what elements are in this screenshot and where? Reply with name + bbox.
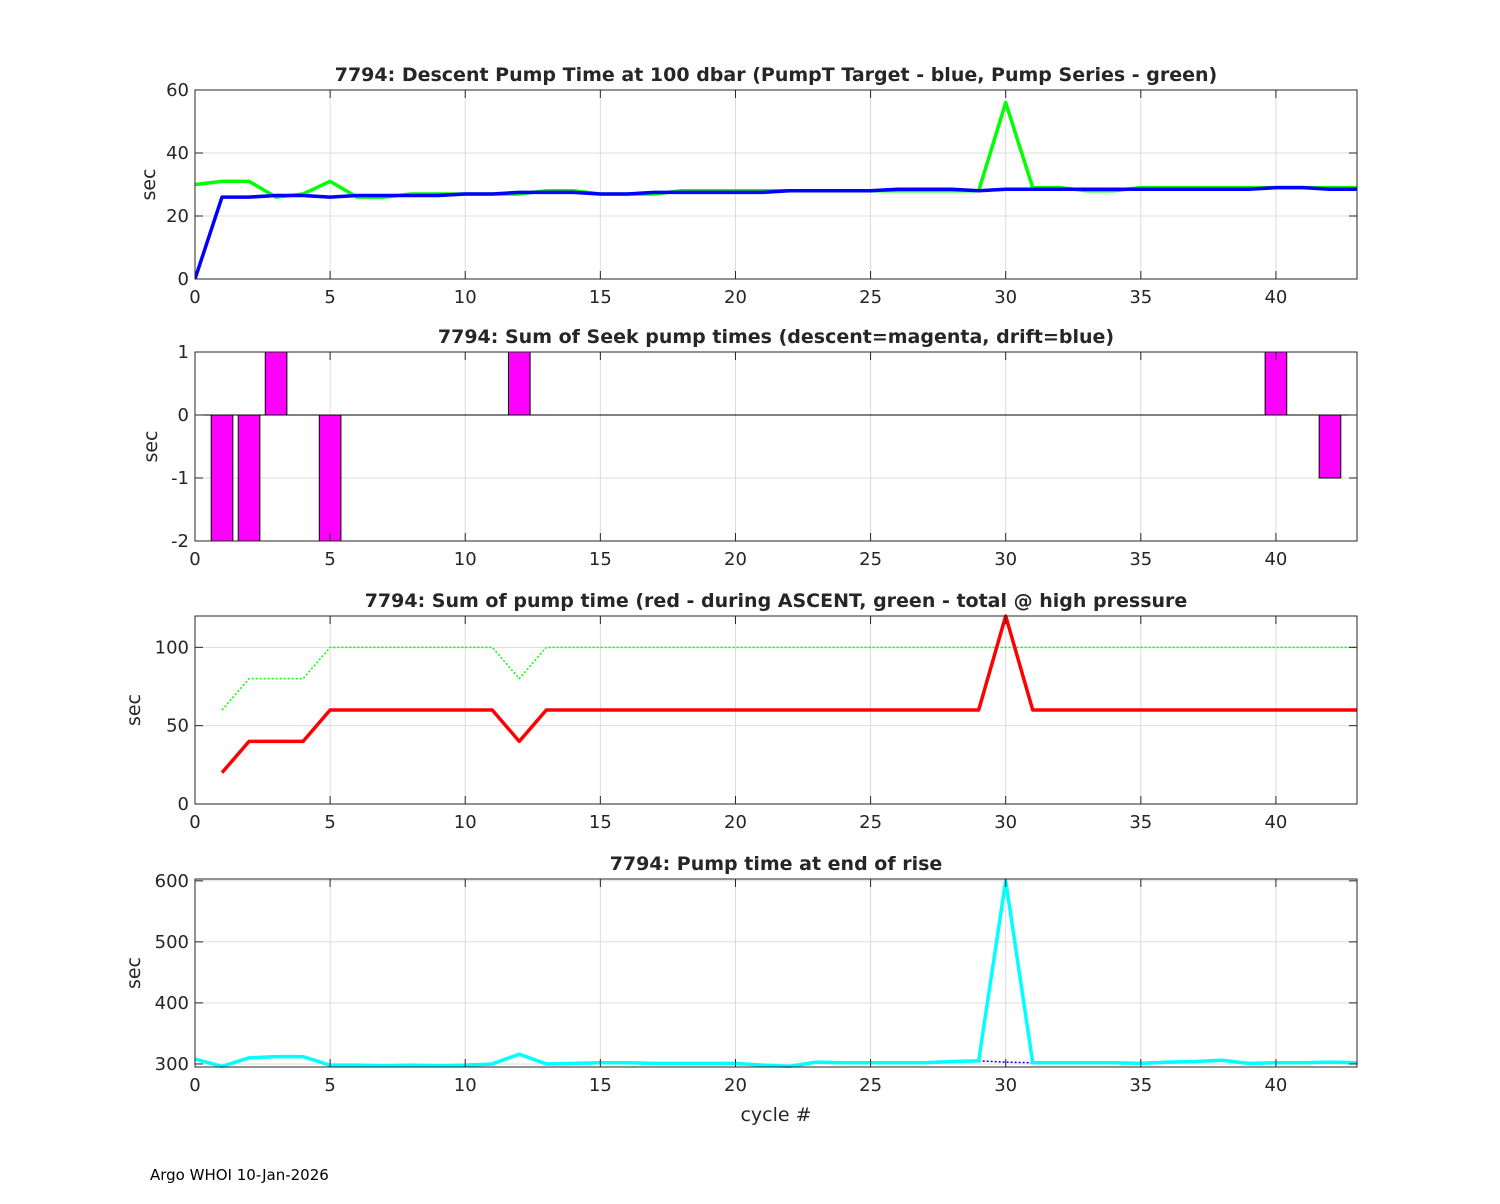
series-line-2: [220, 614, 1357, 774]
x-tick-label: 40: [1264, 287, 1287, 308]
series-line-2: [195, 879, 1357, 1069]
x-tick-label: 25: [859, 549, 882, 570]
subplot-2: 0 5 10 15 20 25 30 35 40 -2 -1 0 1 7794: Sum of Seek …: [140, 326, 1358, 570]
x-tick-label: 20: [724, 1075, 747, 1096]
y-tick-label: 60: [166, 80, 189, 101]
x-tick-label: 10: [454, 287, 477, 308]
x-tick-label: 30: [994, 287, 1017, 308]
y-tick-label: 500: [155, 932, 189, 953]
x-tick-label: 15: [589, 812, 612, 833]
axes-box: [194, 878, 1358, 1068]
x-tick-label: 20: [724, 812, 747, 833]
y-axis-label: sec: [123, 957, 145, 989]
bar: [507, 351, 531, 416]
y-tick-label: 100: [155, 637, 189, 658]
series-line-1: [978, 1060, 1033, 1064]
axes-box: [194, 615, 1358, 805]
plot-area: [195, 90, 1357, 279]
x-tick-label: 0: [189, 1075, 200, 1096]
x-tick-label: 0: [189, 812, 200, 833]
bar: [264, 351, 288, 416]
x-tick-label: 15: [589, 1075, 612, 1096]
y-tick-label: 0: [178, 794, 189, 815]
bar: [1318, 414, 1342, 479]
x-tick-label: 5: [324, 549, 335, 570]
y-tick-label: 50: [166, 716, 189, 737]
x-tick-label: 5: [324, 812, 335, 833]
y-tick-label: 0: [178, 269, 189, 290]
y-tick-label: 300: [155, 1054, 189, 1075]
x-tick-label: 35: [1129, 812, 1152, 833]
subplot-4: 0 5 10 15 20 25 30 35 40 300 400 500 600 7794: Pump t…: [123, 853, 1358, 1126]
bar: [318, 414, 342, 542]
y-tick-label: 0: [178, 405, 189, 426]
series-group: [195, 879, 1357, 1069]
series-group: [195, 351, 1357, 542]
x-tick-label: 35: [1129, 549, 1152, 570]
subplot-title: 7794: Sum of Seek pump times (descent=ma…: [438, 326, 1114, 348]
x-tick-label: 20: [724, 549, 747, 570]
bar: [237, 414, 261, 542]
x-tick-label: 0: [189, 287, 200, 308]
axes-box: [194, 89, 1358, 280]
y-tick-label: 40: [166, 143, 189, 164]
y-tick-label: 600: [155, 871, 189, 892]
x-tick-label: 5: [324, 287, 335, 308]
y-tick-label: -2: [171, 531, 189, 552]
x-tick-label: 10: [454, 812, 477, 833]
y-tick-label: 1: [178, 342, 189, 363]
series-line-1: [221, 646, 1357, 711]
plot-area: [195, 879, 1357, 1067]
subplot-1: 0 5 10 15 20 25 30 35 40 0 20 40 60 7794: Descent Pum…: [138, 64, 1358, 308]
x-tick-label: 25: [859, 1075, 882, 1096]
x-tick-label: 40: [1264, 1075, 1287, 1096]
y-tick-label: 400: [155, 993, 189, 1014]
x-tick-label: 30: [994, 1075, 1017, 1096]
x-tick-label: 20: [724, 287, 747, 308]
subplot-title: 7794: Pump time at end of rise: [610, 853, 943, 875]
x-tick-label: 35: [1129, 287, 1152, 308]
x-tick-label: 35: [1129, 1075, 1152, 1096]
x-tick-label: 5: [324, 1075, 335, 1096]
subplot-3: 0 5 10 15 20 25 30 35 40 0 50 100 7794: Sum of pump …: [123, 590, 1358, 833]
x-tick-label: 40: [1264, 812, 1287, 833]
x-tick-label: 25: [859, 812, 882, 833]
y-axis-label: sec: [138, 168, 160, 200]
series-group: [220, 614, 1357, 774]
series-line-2: [195, 185, 1357, 280]
x-tick-label: 30: [994, 812, 1017, 833]
axes-box: [194, 351, 1358, 542]
series-group: [195, 100, 1357, 280]
footer-label: Argo WHOI 10-Jan-2026: [150, 1166, 329, 1184]
x-tick-label: 10: [454, 549, 477, 570]
x-tick-label: 15: [589, 287, 612, 308]
x-tick-label: 40: [1264, 549, 1287, 570]
bar: [1264, 351, 1288, 416]
bar: [210, 414, 234, 542]
subplot-title: 7794: Descent Pump Time at 100 dbar (Pum…: [335, 64, 1218, 86]
y-axis-label: sec: [140, 430, 162, 462]
y-axis-label: sec: [123, 694, 145, 726]
y-tick-label: -1: [171, 468, 189, 489]
x-tick-label: 0: [189, 549, 200, 570]
x-tick-label: 30: [994, 549, 1017, 570]
y-tick-label: 20: [166, 206, 189, 227]
x-tick-label: 15: [589, 549, 612, 570]
plot-area: [195, 352, 1357, 541]
x-tick-label: 25: [859, 287, 882, 308]
subplot-title: 7794: Sum of pump time (red - during ASC…: [365, 590, 1188, 612]
x-tick-label: 10: [454, 1075, 477, 1096]
x-axis-label: cycle #: [740, 1104, 811, 1126]
